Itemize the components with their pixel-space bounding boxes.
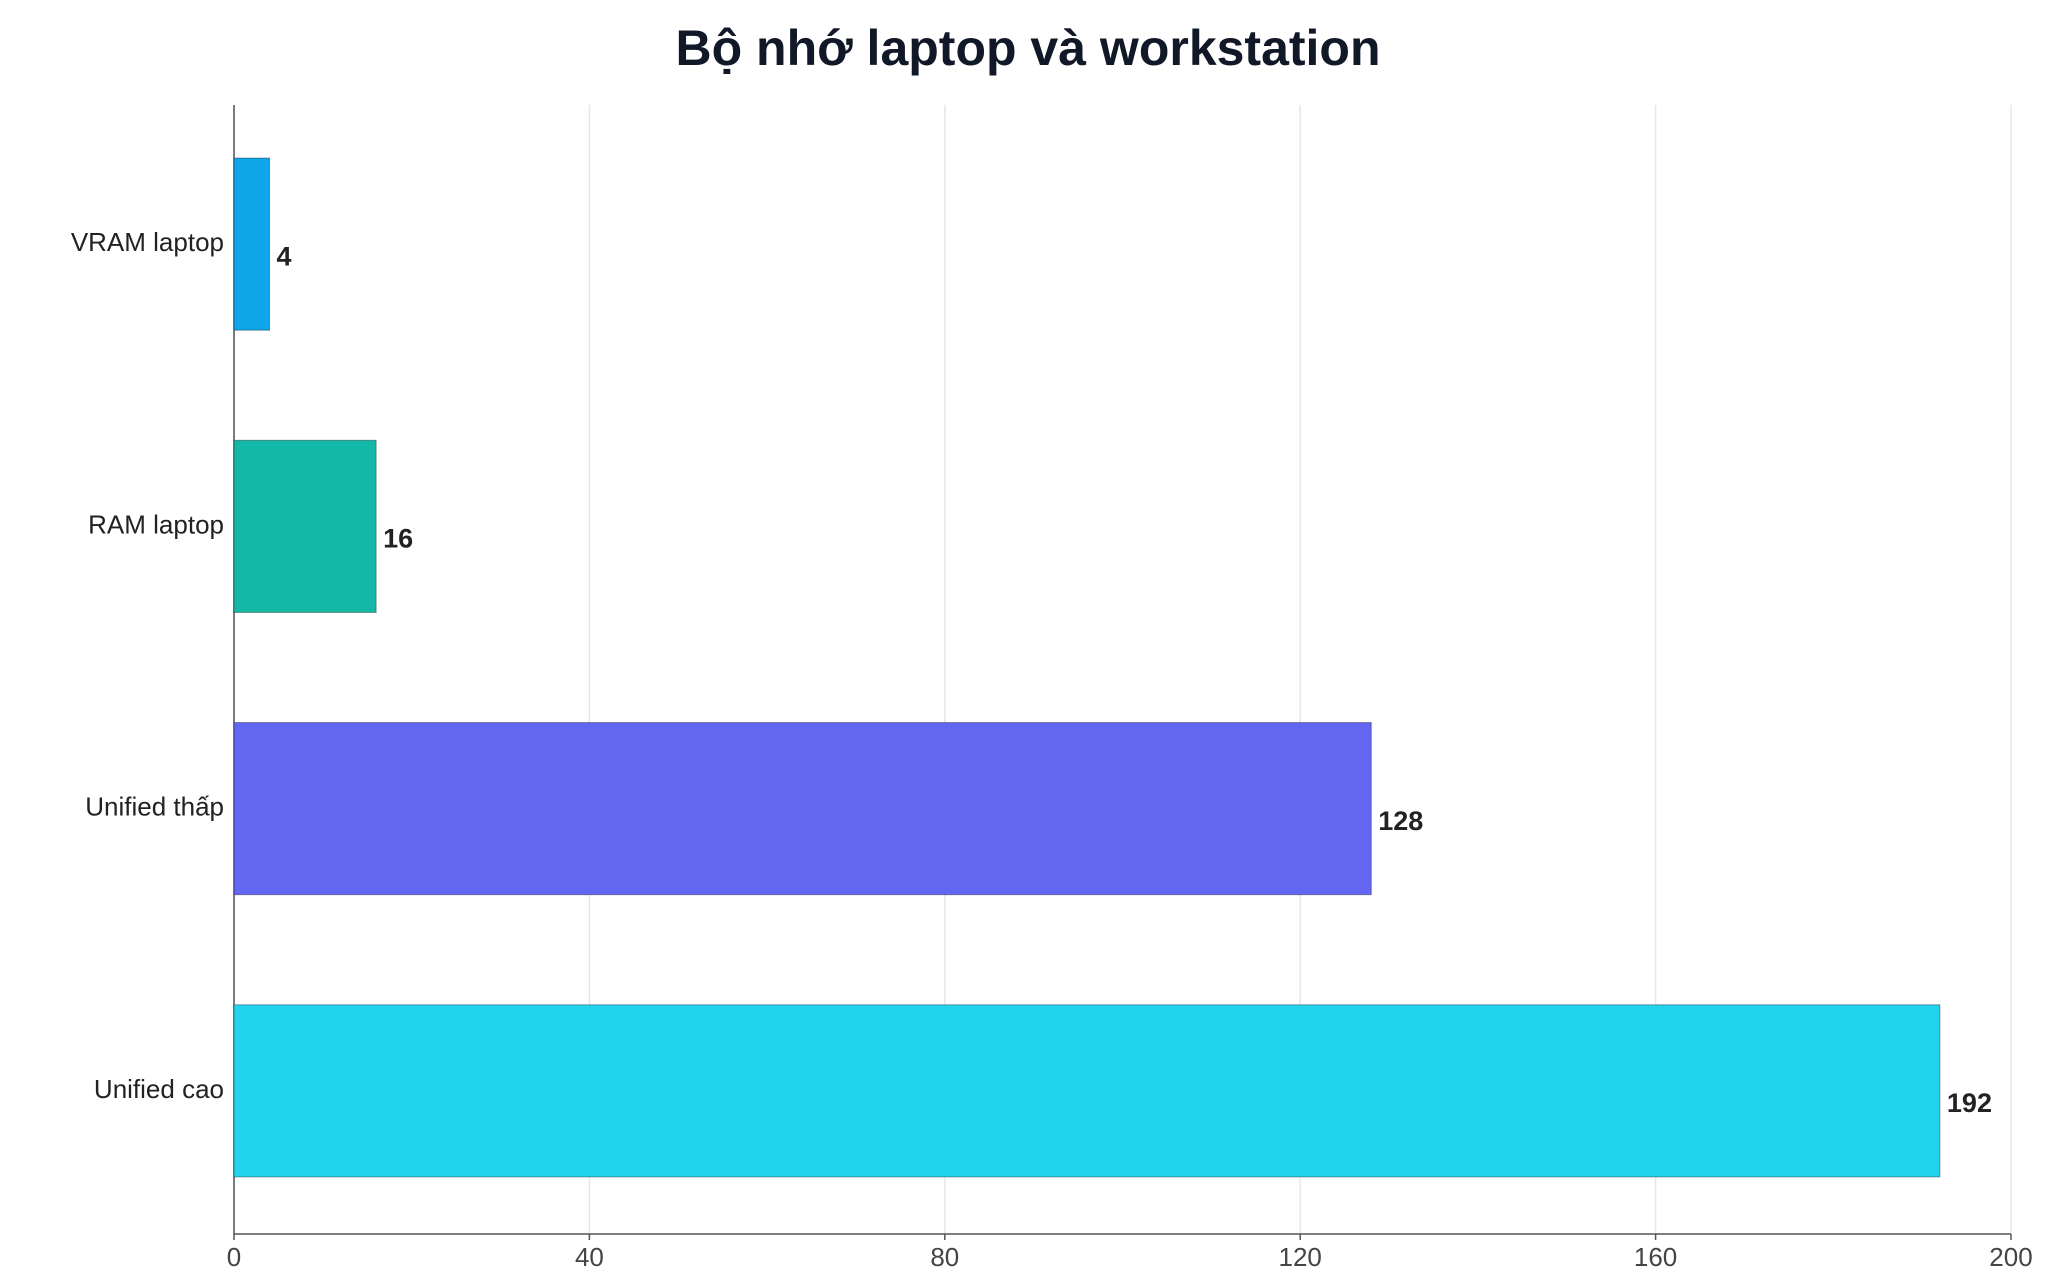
y-tick-label: Unified cao	[94, 1074, 224, 1104]
y-tick-label: Unified thấp	[85, 792, 224, 822]
y-tick-label: VRAM laptop	[71, 227, 224, 257]
bar	[233, 157, 271, 331]
y-tick-label: RAM laptop	[88, 509, 224, 539]
x-tick-label: 160	[1634, 1242, 1677, 1272]
bar	[233, 439, 377, 613]
x-tick-label: 40	[575, 1242, 604, 1272]
x-tick-label: 80	[930, 1242, 959, 1272]
x-tick-label: 120	[1279, 1242, 1322, 1272]
chart-title: Bộ nhớ laptop và workstation	[675, 20, 1380, 76]
value-label: 128	[1378, 806, 1423, 836]
bar	[233, 722, 1372, 896]
x-tick-label: 200	[1989, 1242, 2032, 1272]
bar	[233, 1004, 1941, 1178]
x-tick-label: 0	[227, 1242, 241, 1272]
value-label: 192	[1947, 1088, 1992, 1118]
value-label: 16	[383, 524, 413, 554]
value-label: 4	[277, 241, 292, 271]
